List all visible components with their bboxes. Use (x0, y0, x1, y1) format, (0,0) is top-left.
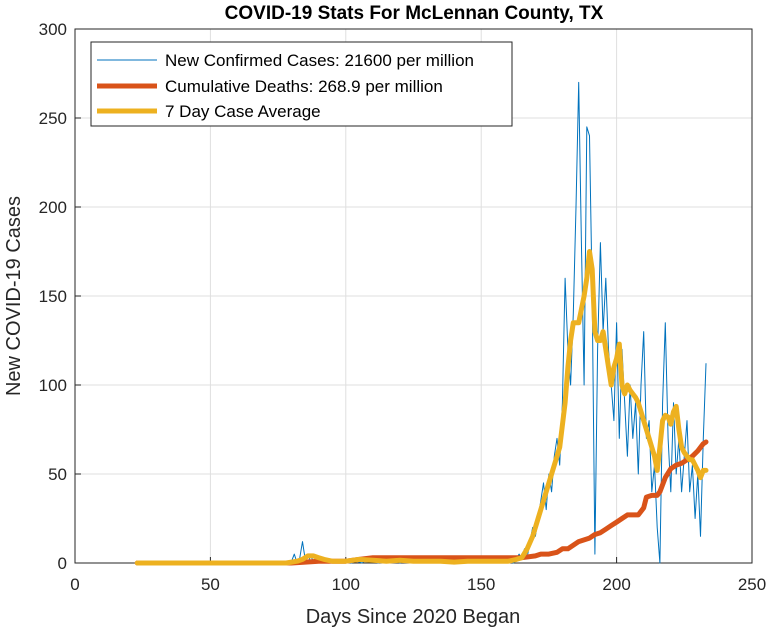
chart-title: COVID-19 Stats For McLennan County, TX (225, 3, 604, 24)
legend-entry-cumulative-deaths: Cumulative Deaths: 268.9 per million (165, 77, 443, 96)
legend-box (90, 41, 513, 127)
y-tick-label: 300 (39, 20, 67, 39)
x-tick-label: 100 (332, 575, 360, 594)
axis-ticks: 0 50 100 150 200 250 0 50 100 150 200 250 300 (39, 20, 767, 594)
series-line-1 (134, 439, 709, 566)
y-tick-label: 0 (58, 554, 67, 573)
y-tick-label: 200 (39, 198, 67, 217)
x-axis-label: Days Since 2020 Began (306, 606, 521, 628)
x-tick-label: 50 (201, 575, 220, 594)
x-tick-label: 200 (602, 575, 630, 594)
x-tick-label: 150 (467, 575, 495, 594)
series-lines (134, 81, 709, 566)
y-tick-label: 150 (39, 287, 67, 306)
x-tick-label: 250 (738, 575, 766, 594)
y-tick-label: 50 (48, 465, 67, 484)
legend-entry-7-day-average: 7 Day Case Average (165, 102, 321, 121)
legend: New Confirmed Cases: 21600 per million C… (90, 41, 513, 127)
y-tick-label: 100 (39, 376, 67, 395)
y-axis-label: New COVID-19 Cases (3, 196, 25, 396)
legend-entry-new-cases: New Confirmed Cases: 21600 per million (165, 51, 474, 70)
y-tick-label: 250 (39, 109, 67, 128)
series-line-2 (134, 249, 709, 566)
x-tick-label: 0 (70, 575, 79, 594)
